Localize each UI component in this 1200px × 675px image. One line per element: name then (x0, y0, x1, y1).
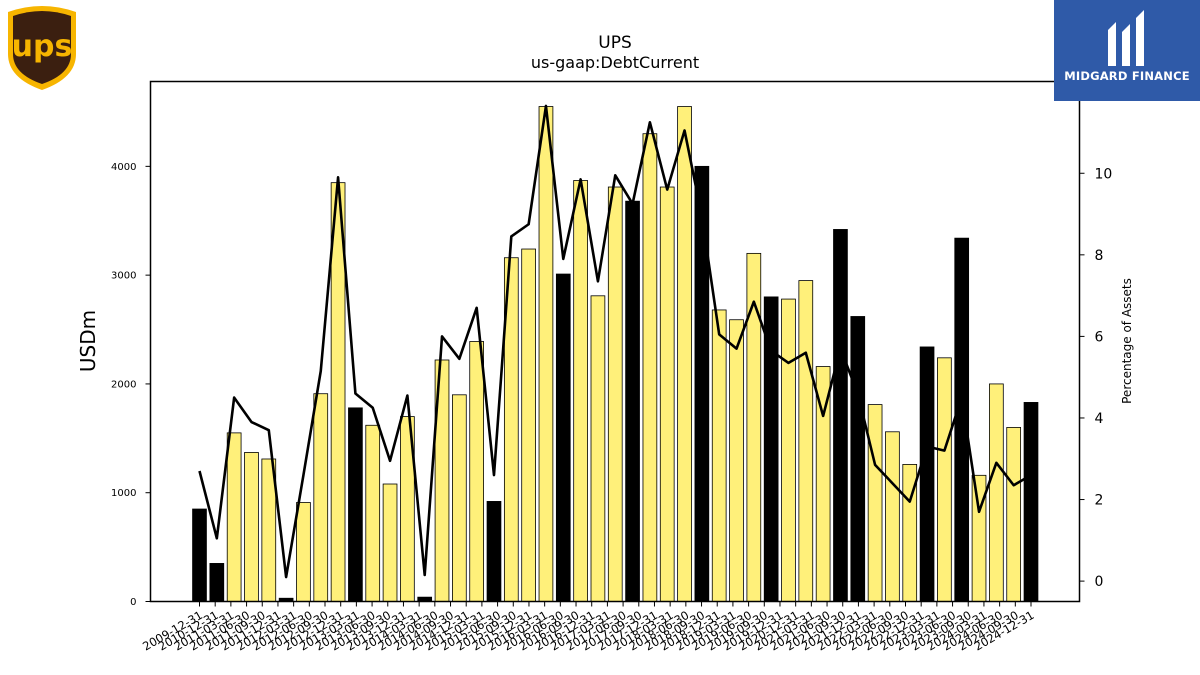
chart-title: UPS (598, 33, 632, 53)
bar (296, 502, 311, 602)
bar (625, 200, 640, 602)
bar (365, 424, 381, 602)
bar (659, 186, 675, 602)
bar (607, 186, 623, 602)
percentage-line (198, 104, 1032, 579)
bar (642, 133, 658, 602)
y-tick-label: 0 (130, 597, 136, 608)
bar (538, 106, 554, 602)
bar (226, 432, 242, 602)
midgard-brand-text: MIDGARD FINANCE (1064, 69, 1190, 83)
bar (694, 165, 710, 602)
bar (590, 295, 606, 602)
bar (1006, 427, 1022, 602)
bar (937, 357, 952, 602)
bar (521, 248, 536, 602)
y2-tick-label: 4 (1095, 411, 1104, 427)
bar (885, 431, 900, 602)
bar (469, 341, 484, 602)
bar (798, 280, 814, 602)
bar (244, 452, 259, 602)
bar (867, 404, 883, 602)
bar (850, 316, 866, 602)
chart-subtitle: us-gaap:DebtCurrent (531, 53, 699, 72)
bar (348, 407, 363, 602)
midgard-finance-logo: MIDGARD FINANCE (1054, 0, 1200, 101)
plot-frame (149, 80, 1081, 603)
y2-tick-label: 10 (1095, 166, 1113, 182)
y-tick-label: 4000 (111, 162, 136, 173)
bar (729, 319, 744, 602)
bar (1023, 402, 1039, 602)
bar (452, 394, 467, 602)
bar (989, 383, 1004, 602)
bar (781, 298, 796, 602)
bar (192, 508, 207, 602)
y-axis-label: USDm (76, 310, 100, 372)
bar (486, 501, 502, 602)
bar (711, 309, 727, 602)
y2-axis-label: Percentage of Assets (1120, 278, 1134, 404)
bar (954, 237, 970, 602)
y-tick-label: 2000 (111, 379, 136, 390)
bar (763, 296, 779, 602)
y2-tick-label: 6 (1095, 329, 1104, 345)
y-tick-label: 1000 (111, 488, 136, 499)
bar (573, 180, 588, 602)
bar (313, 393, 329, 602)
y2-tick-label: 2 (1095, 493, 1104, 509)
ups-logo-text: ups (12, 29, 73, 64)
bar (919, 346, 935, 602)
line-layer (198, 104, 1032, 579)
y-tick-label: 3000 (111, 271, 136, 282)
ups-logo: ups (4, 4, 80, 92)
bar (833, 229, 848, 602)
bar (209, 563, 225, 602)
y2-tick-label: 0 (1095, 574, 1104, 590)
y2-tick-label: 8 (1095, 248, 1104, 264)
midgard-mark-icon (1108, 10, 1144, 66)
axes-layer: 0100020003000400002468102009-12-312010-1… (111, 162, 1112, 654)
bar (382, 483, 398, 602)
bar (677, 106, 692, 602)
bar (555, 273, 571, 602)
